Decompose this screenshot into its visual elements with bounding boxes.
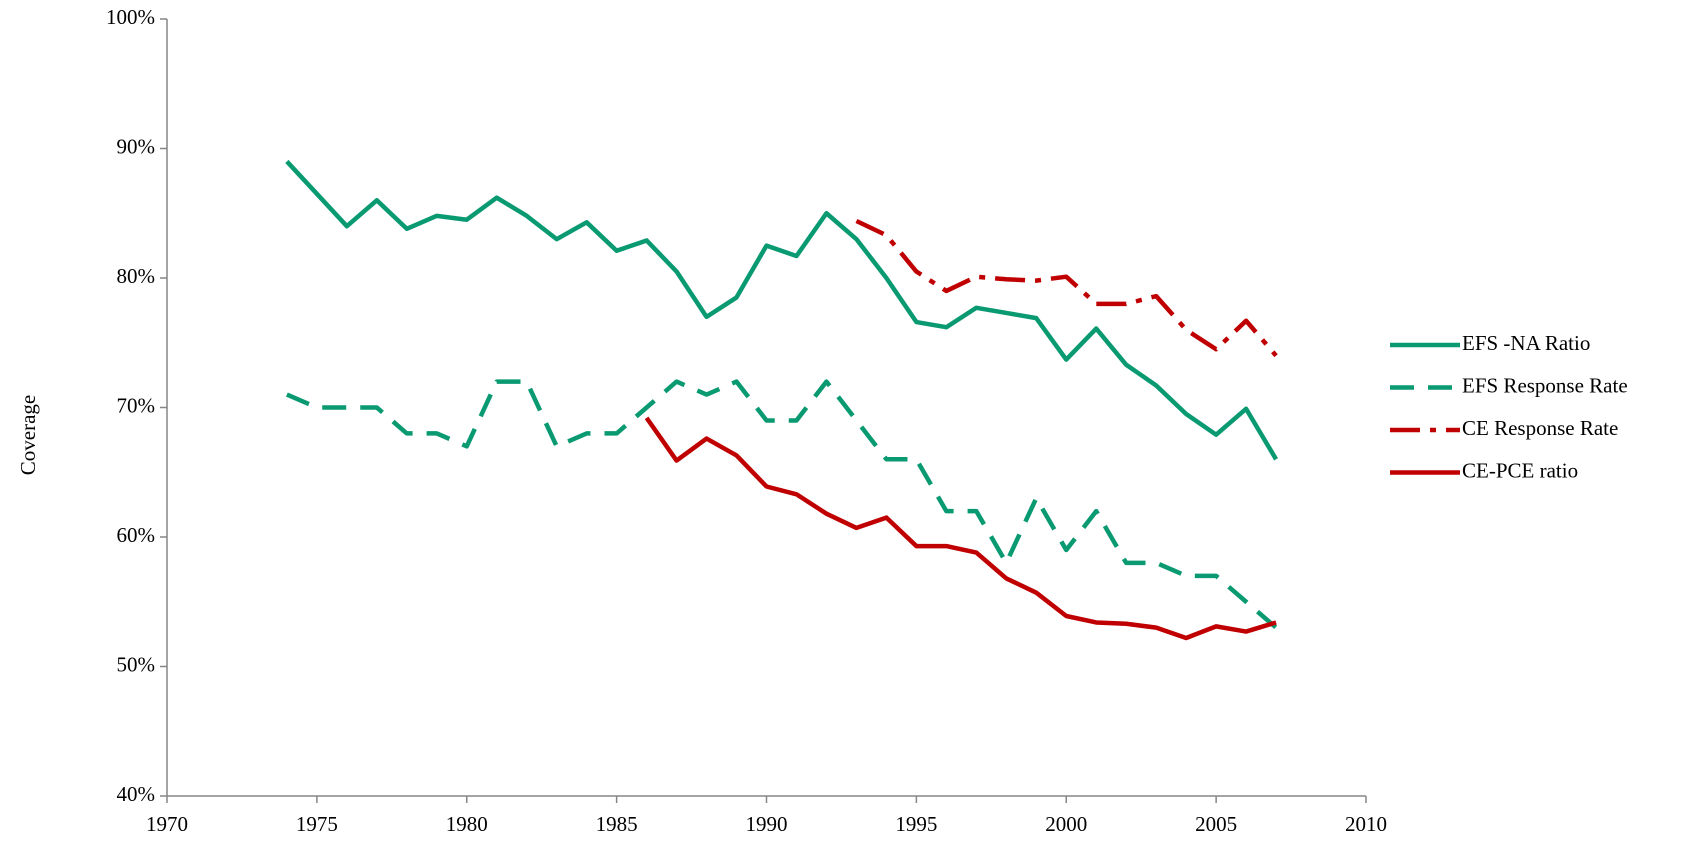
legend-label: CE Response Rate (1462, 416, 1618, 440)
y-axis-label: Coverage (16, 395, 40, 475)
x-tick-label: 1970 (146, 812, 188, 836)
y-tick-label: 50% (117, 652, 156, 676)
y-tick-label: 40% (117, 782, 156, 806)
y-tick-label: 60% (117, 523, 156, 547)
series-line (644, 416, 1277, 641)
y-tick-label: 70% (117, 393, 156, 417)
x-tick-label: 2005 (1195, 812, 1237, 836)
x-tick-label: 1975 (296, 812, 338, 836)
y-tick-label: 80% (117, 264, 156, 288)
series-line (286, 379, 1278, 630)
x-tick-label: 1980 (446, 812, 488, 836)
series-line (855, 218, 1278, 358)
y-tick-label: 100% (106, 5, 155, 29)
x-tick-label: 1990 (746, 812, 788, 836)
legend-label: CE-PCE ratio (1462, 458, 1578, 482)
legend-label: EFS Response Rate (1462, 373, 1628, 397)
x-tick-label: 1985 (596, 812, 638, 836)
x-tick-label: 2000 (1045, 812, 1087, 836)
x-tick-label: 1995 (895, 812, 937, 836)
legend-label: EFS -NA Ratio (1462, 331, 1590, 355)
series-line (285, 159, 1279, 461)
x-tick-label: 2010 (1345, 812, 1387, 836)
y-tick-label: 90% (117, 134, 156, 158)
